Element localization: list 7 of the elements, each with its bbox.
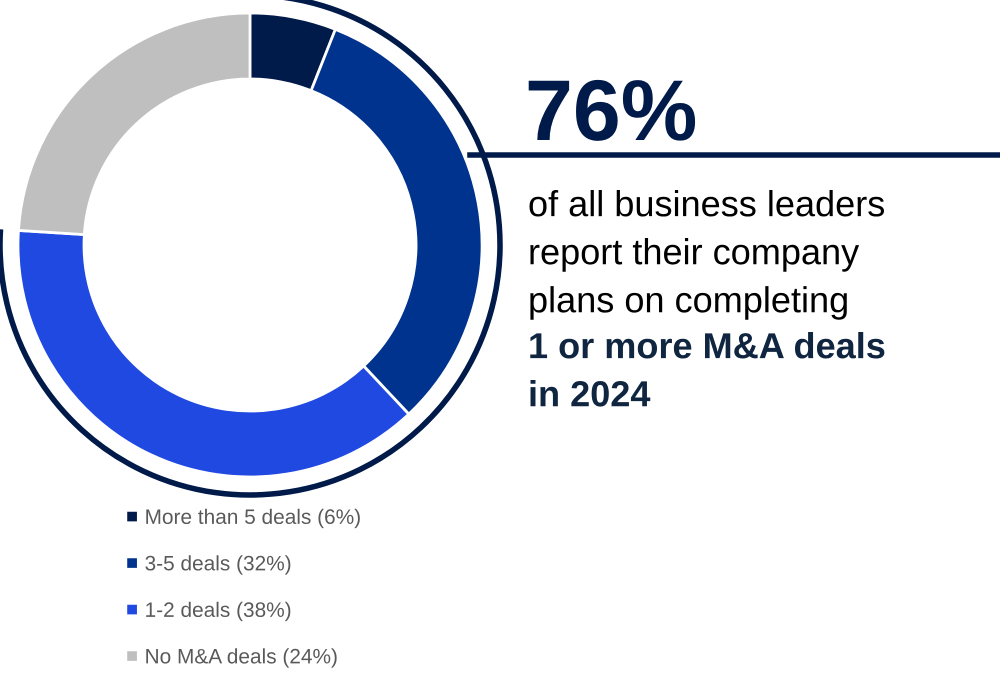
text: of all business leaders report their company plans on completing	[530, 190, 884, 320]
legend-label: 3-5 deals (32%)	[145, 555, 290, 575]
legend-label: No M&A deals (24%)	[146, 648, 337, 668]
text: 1 or more M&A deals in 2024	[530, 332, 884, 407]
text: 76%	[528, 80, 696, 141]
legend-label: More than 5 deals (6%)	[146, 508, 360, 528]
legend-label: 1-2 deals (38%)	[146, 602, 290, 622]
